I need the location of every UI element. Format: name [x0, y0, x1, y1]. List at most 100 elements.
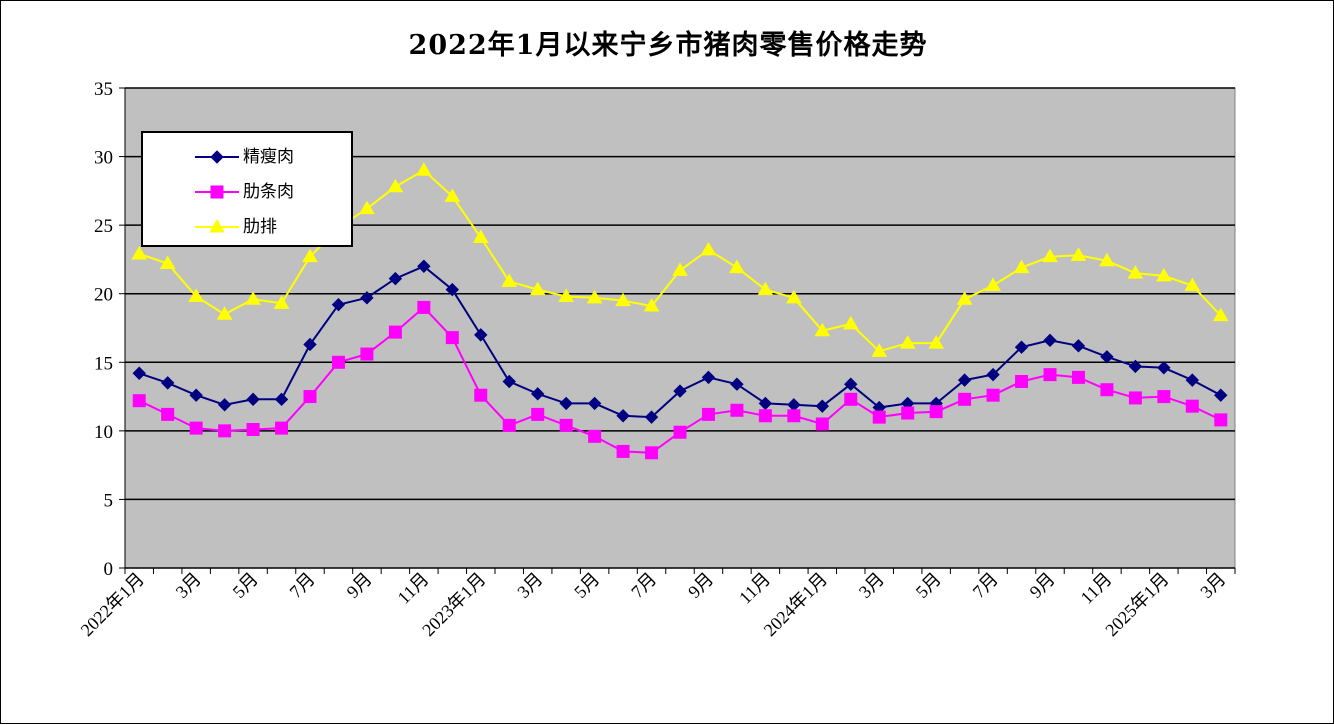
data-point-s1-17	[616, 444, 630, 458]
legend: 精瘦肉 肋条肉 肋排	[141, 131, 353, 247]
data-point-s1-14	[531, 407, 545, 421]
data-point-s1-6	[303, 390, 317, 404]
data-point-s2-38	[1212, 307, 1229, 322]
data-point-s1-12	[474, 388, 488, 402]
data-point-s2-6	[302, 248, 318, 263]
data-point-s0-29	[957, 373, 972, 387]
data-point-s1-13	[502, 418, 516, 432]
chart-title: 2022年1月以来宁乡市猪肉零售价格走势	[408, 30, 928, 61]
data-point-s1-1	[161, 407, 175, 421]
data-point-s0-11	[445, 282, 460, 297]
data-point-s0-4	[246, 392, 260, 407]
data-point-s0-18	[644, 410, 659, 424]
data-point-s2-2	[188, 288, 205, 302]
data-point-s2-18	[643, 298, 660, 312]
data-point-s1-28	[929, 405, 943, 419]
data-point-s0-24	[815, 399, 830, 413]
series-2	[131, 162, 1229, 357]
data-point-s2-3	[216, 306, 233, 320]
data-point-s2-32	[1042, 248, 1058, 263]
data-point-s0-1	[160, 376, 175, 390]
data-point-s1-10	[417, 300, 431, 314]
data-point-s2-30	[985, 277, 1001, 291]
data-point-s0-34	[1100, 350, 1114, 364]
x-tick-label-2: 5月	[229, 569, 262, 602]
data-point-s1-11	[445, 331, 459, 345]
x-tick-label-17: 11月	[1077, 569, 1116, 608]
x-tick-label-9: 7月	[627, 569, 660, 602]
x-tick-label-1: 3月	[172, 569, 205, 602]
data-point-s2-16	[586, 289, 603, 304]
x-tick-label-7: 3月	[513, 569, 546, 602]
data-point-s1-7	[331, 355, 345, 369]
data-point-s1-32	[1043, 368, 1057, 382]
data-point-s2-10	[415, 162, 432, 176]
data-point-s1-2	[189, 421, 203, 435]
data-point-s0-6	[303, 337, 317, 352]
data-point-s2-19	[672, 262, 688, 276]
legend-label-belly: 肋条肉	[243, 182, 294, 202]
legend-square-marker-icon	[195, 185, 239, 199]
data-point-s0-25	[844, 377, 858, 391]
data-point-s1-4	[246, 422, 260, 436]
data-point-s2-24	[814, 322, 831, 337]
data-point-s2-31	[1013, 259, 1030, 274]
legend-label-lean: 精瘦肉	[243, 147, 294, 167]
data-point-s1-29	[958, 392, 972, 406]
data-point-s1-20	[701, 407, 715, 421]
data-point-s0-0	[132, 366, 146, 380]
x-tick-label-4: 9月	[343, 569, 376, 602]
legend-item-belly: 肋条肉	[193, 180, 353, 204]
data-point-s0-32	[1043, 333, 1057, 348]
data-point-s1-18	[645, 446, 659, 460]
data-point-s1-36	[1157, 390, 1171, 404]
data-point-s0-7	[331, 297, 346, 312]
data-point-s2-1	[159, 255, 176, 270]
data-point-s2-0	[131, 245, 148, 260]
data-point-s2-4	[245, 291, 261, 305]
y-tick-label-7: 35	[94, 79, 113, 100]
data-point-s2-26	[871, 343, 888, 357]
data-point-s0-20	[701, 370, 716, 385]
data-point-s0-5	[274, 392, 289, 407]
data-point-s2-14	[529, 281, 546, 296]
data-point-s2-12	[472, 229, 489, 243]
y-tick-label-2: 10	[94, 422, 113, 443]
x-tick-label-13: 3月	[855, 569, 888, 602]
x-tick-label-14: 5月	[912, 569, 945, 602]
data-point-s2-25	[842, 315, 859, 330]
data-point-s1-25	[844, 392, 858, 406]
data-point-s2-17	[615, 292, 631, 307]
data-point-s1-5	[275, 421, 289, 435]
data-point-s1-38	[1214, 413, 1228, 427]
x-tick-label-10: 9月	[684, 569, 717, 602]
data-point-s0-21	[730, 377, 744, 391]
data-point-s1-33	[1071, 370, 1085, 384]
legend-label-ribs: 肋排	[243, 217, 277, 237]
data-point-s0-31	[1014, 340, 1029, 354]
data-point-s0-17	[616, 409, 630, 423]
data-point-s1-34	[1100, 383, 1114, 397]
data-point-s0-38	[1214, 388, 1228, 402]
data-point-s2-23	[785, 289, 802, 304]
data-point-s0-13	[502, 374, 516, 389]
data-point-s0-19	[673, 384, 687, 398]
data-point-s0-8	[360, 291, 374, 305]
data-point-s2-9	[387, 178, 404, 193]
data-point-s2-37	[1184, 277, 1201, 291]
data-point-s1-16	[588, 429, 602, 443]
data-point-s2-15	[558, 288, 575, 302]
data-point-s1-30	[986, 388, 1000, 402]
data-point-s1-35	[1128, 391, 1142, 405]
data-point-s0-10	[417, 259, 431, 273]
data-point-s1-23	[787, 409, 801, 423]
legend-item-lean: 精瘦肉	[193, 145, 353, 169]
data-point-s2-13	[501, 273, 518, 287]
x-tick-label-3: 7月	[286, 569, 319, 602]
data-point-s0-16	[587, 396, 602, 411]
data-point-s0-12	[474, 328, 488, 342]
y-tick-label-6: 30	[94, 148, 113, 169]
data-point-s0-36	[1157, 361, 1171, 375]
data-point-s2-36	[1155, 267, 1172, 282]
